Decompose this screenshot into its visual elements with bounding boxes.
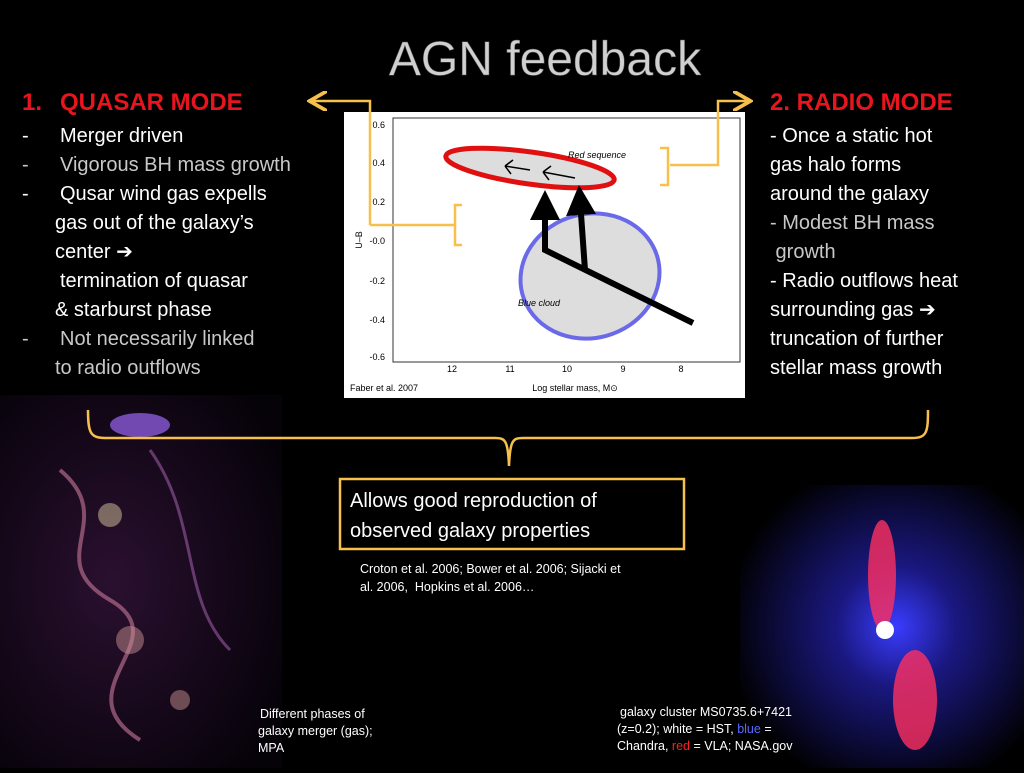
- caption-segment: = VLA; NASA.gov: [690, 739, 793, 753]
- item: growth: [770, 241, 836, 263]
- item: truncation of further: [770, 328, 944, 350]
- caption-segment: galaxy cluster MS0735.6+7421: [620, 705, 792, 719]
- caption-segment: =: [761, 722, 772, 736]
- x-tick: 8: [678, 364, 683, 374]
- item: & starburst phase: [55, 299, 212, 321]
- caption-segment: white: [662, 722, 692, 736]
- item: - Radio outflows heat: [770, 270, 958, 292]
- caption: Chandra, red = VLA; NASA.gov: [617, 739, 793, 753]
- caption: galaxy merger (gas);: [258, 724, 373, 738]
- item: Vigorous BH mass growth: [60, 154, 291, 176]
- y-tick: -0.4: [369, 315, 385, 325]
- caption: MPA: [258, 741, 285, 755]
- y-tick: -0.0: [369, 236, 385, 246]
- caption-segment: blue: [737, 722, 761, 736]
- item: gas out of the galaxy’s: [55, 212, 254, 234]
- heading: QUASAR MODE: [60, 89, 243, 116]
- x-tick: 9: [620, 364, 625, 374]
- item: surrounding gas ➔: [770, 299, 936, 321]
- references: Croton et al. 2006; Bower et al. 2006; S…: [360, 562, 621, 576]
- item: - Once a static hot: [770, 125, 933, 147]
- heading: 2. RADIO MODE: [770, 89, 953, 116]
- y-tick: -0.6: [369, 352, 385, 362]
- region-label: Red sequence: [568, 150, 626, 160]
- item: to radio outflows: [55, 357, 201, 379]
- caption-segment: (z=0.2);: [617, 722, 663, 736]
- x-axis-label: Log stellar mass, M⊙: [532, 383, 618, 393]
- y-tick: -0.2: [369, 276, 385, 286]
- box-text: observed galaxy properties: [350, 520, 590, 542]
- merger-image: [0, 395, 282, 768]
- caption-segment: = HST,: [692, 722, 737, 736]
- item: - Modest BH mass: [770, 212, 934, 234]
- marker: -: [22, 183, 29, 205]
- y-tick: 0.2: [372, 197, 385, 207]
- item: stellar mass growth: [770, 357, 942, 379]
- references: al. 2006, Hopkins et al. 2006…: [360, 580, 534, 594]
- caption: (z=0.2); white = HST, blue =: [617, 722, 772, 736]
- item: gas halo forms: [770, 154, 901, 176]
- figure: [344, 112, 745, 398]
- caption: galaxy cluster MS0735.6+7421: [620, 705, 792, 719]
- marker: -: [22, 154, 29, 176]
- item: Not necessarily linked: [60, 328, 255, 350]
- title: AGN feedback: [389, 33, 702, 86]
- x-tick: 10: [562, 364, 572, 374]
- y-axis-label: U–B: [354, 231, 364, 249]
- caption-segment: red: [672, 739, 690, 753]
- x-tick: 12: [447, 364, 457, 374]
- region-label: Blue cloud: [518, 298, 561, 308]
- marker: -: [22, 125, 29, 147]
- y-tick: 0.6: [372, 120, 385, 130]
- caption: Different phases of: [260, 707, 365, 721]
- heading-number: 1.: [22, 89, 42, 116]
- connectors: [86, 101, 930, 551]
- figure-credit: Faber et al. 2007: [350, 383, 418, 393]
- y-tick: 0.4: [372, 158, 385, 168]
- item: Merger driven: [60, 125, 183, 147]
- x-tick: 11: [505, 364, 514, 374]
- item: around the galaxy: [770, 183, 929, 205]
- item: Qusar wind gas expells: [60, 183, 267, 205]
- item: termination of quasar: [60, 270, 248, 292]
- marker: -: [22, 328, 29, 350]
- box-text: Allows good reproduction of: [350, 490, 597, 512]
- caption-segment: Chandra,: [617, 739, 672, 753]
- cluster-image: [740, 485, 1024, 768]
- item: center ➔: [55, 241, 133, 263]
